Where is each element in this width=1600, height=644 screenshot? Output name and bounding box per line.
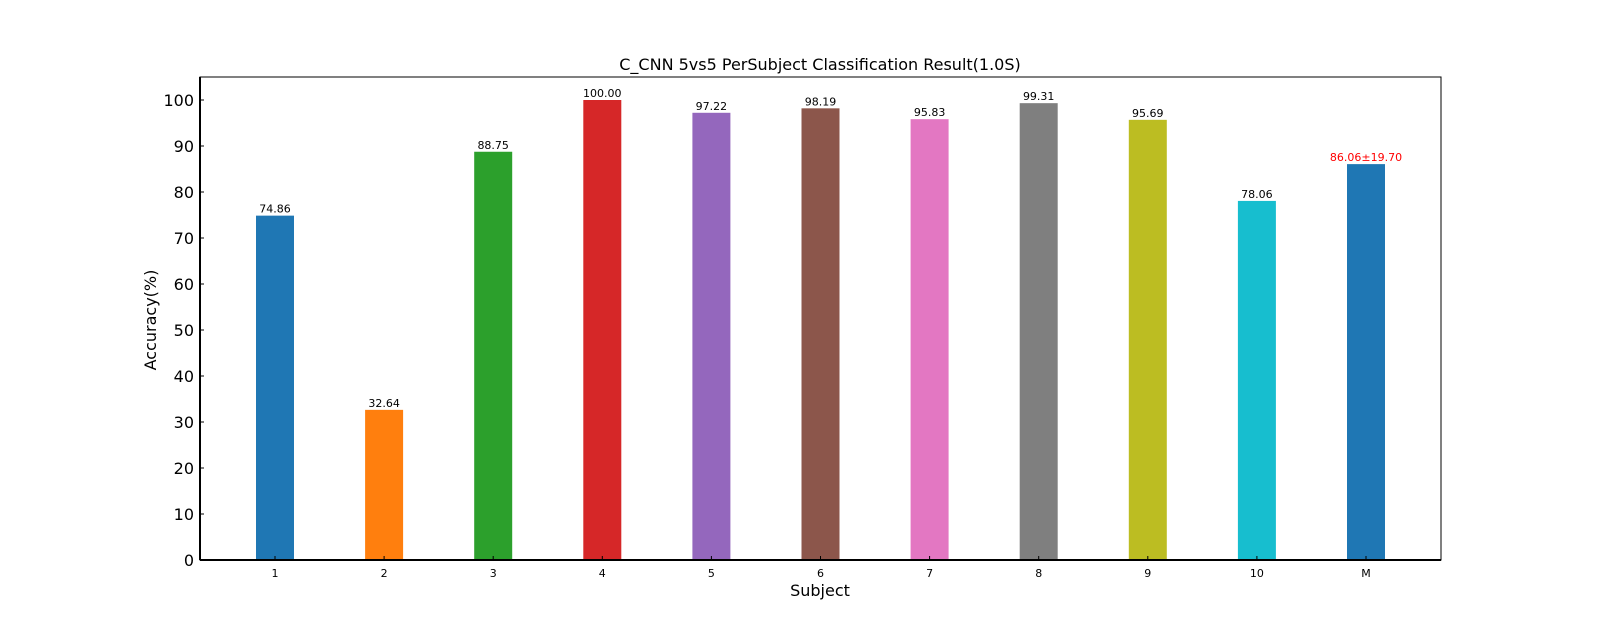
x-tick-label-9: 9 — [1144, 567, 1151, 580]
chart-title: C_CNN 5vs5 PerSubject Classification Res… — [619, 55, 1021, 75]
x-tick-label-7: 7 — [926, 567, 933, 580]
y-ticks-layer: 0 10 20 30 40 50 60 70 80 90 100 — [163, 91, 204, 570]
y-tick-label-100: 100 — [163, 91, 194, 110]
x-tick-label-M: M — [1361, 567, 1371, 580]
bar-6 — [801, 108, 840, 560]
bar-2 — [365, 409, 404, 560]
bar-8 — [1019, 103, 1058, 561]
bar-value-label-6: 98.19 — [805, 95, 837, 108]
bar-value-label-1: 74.86 — [259, 203, 291, 216]
bar-4 — [583, 100, 622, 560]
y-tick-label-20: 20 — [174, 459, 194, 478]
bar-value-label-9: 95.69 — [1132, 107, 1164, 120]
bar-labels-layer: 74.86 32.64 88.75 100.00 97.22 98.19 95.83 99.3… — [259, 87, 1402, 410]
x-tick-label-5: 5 — [708, 567, 715, 580]
x-tick-label-6: 6 — [817, 567, 824, 580]
x-tick-label-3: 3 — [490, 567, 497, 580]
bar-M — [1347, 164, 1385, 560]
y-tick-label-80: 80 — [174, 183, 194, 202]
x-axis-label: Subject — [790, 581, 850, 600]
bar-value-label-8: 99.31 — [1023, 90, 1055, 103]
y-tick-label-30: 30 — [174, 413, 194, 432]
bar-value-label-4: 100.00 — [583, 87, 622, 100]
x-tick-label-4: 4 — [599, 567, 606, 580]
bar-value-label-10: 78.06 — [1241, 188, 1273, 201]
x-tick-label-8: 8 — [1035, 567, 1042, 580]
bar-5 — [692, 112, 731, 560]
bar-value-label-7: 95.83 — [914, 106, 946, 119]
x-tick-label-10: 10 — [1250, 567, 1264, 580]
bar-value-label-5: 97.22 — [696, 100, 728, 113]
bar-value-label-2: 32.64 — [368, 397, 400, 410]
bars-layer — [256, 100, 1385, 561]
bar-value-label-3: 88.75 — [477, 139, 509, 152]
bar-value-label-M: 86.06±19.70 — [1330, 151, 1402, 164]
y-tick-label-60: 60 — [174, 275, 194, 294]
bar-3 — [474, 151, 513, 560]
y-axis-label: Accuracy(%) — [141, 270, 160, 371]
y-tick-label-10: 10 — [174, 505, 194, 524]
bar-10 — [1237, 200, 1276, 561]
y-tick-label-90: 90 — [174, 137, 194, 156]
y-tick-label-40: 40 — [174, 367, 194, 386]
y-tick-label-50: 50 — [174, 321, 194, 340]
x-tick-label-1: 1 — [272, 567, 279, 580]
x-tick-label-2: 2 — [381, 567, 388, 580]
bar-7 — [910, 119, 949, 561]
bar-9 — [1128, 119, 1167, 560]
bar-1 — [256, 215, 294, 560]
y-tick-label-70: 70 — [174, 229, 194, 248]
y-tick-label-0: 0 — [184, 551, 194, 570]
